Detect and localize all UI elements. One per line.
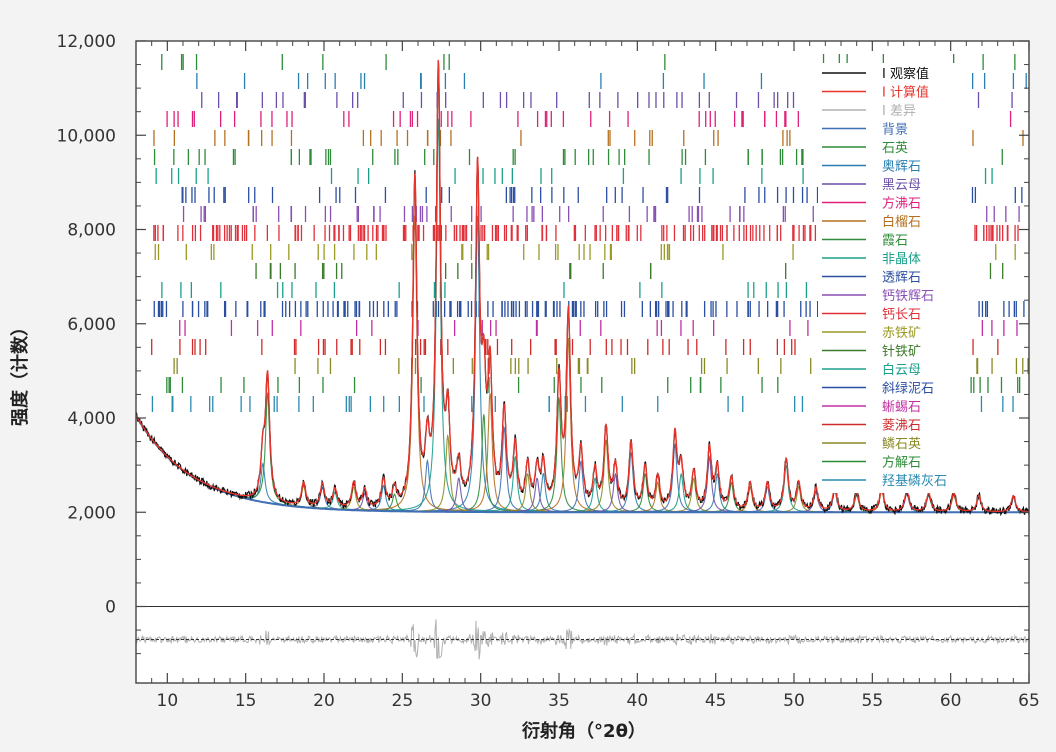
legend-label: 非晶体 [882,252,921,267]
y-tick-label: 2,000 [67,503,116,523]
legend-label: 菱沸石 [882,419,921,434]
phase-ticks-钙铁辉石 [182,206,1020,222]
y-axis-label: 强度（计数） [9,318,31,426]
axes [135,40,1030,684]
legend-label: 羟基磷灰石 [882,474,947,489]
legend-label: 方解石 [882,455,921,471]
calculated-curve [135,59,1029,513]
x-tick-label: 25 [392,691,414,711]
legend-label: 黑云母 [882,178,921,193]
legend-box [818,63,970,493]
legend-label: I 差异 [882,104,916,119]
x-axis-label: 衍射角（°2θ） [522,720,646,742]
y-tick-label: 6,000 [67,315,116,335]
y-tick-label: 12,000 [57,32,116,52]
legend-label: 鳞石英 [882,437,921,452]
phase-ticks-针铁矿 [255,263,1004,279]
legend-label: 透辉石 [882,271,921,286]
x-tick-label: 50 [783,691,805,711]
legend-label: I 计算值 [882,85,929,101]
y-tick-label: 0 [105,598,116,618]
legend-label: 石英 [882,141,908,156]
x-tick-label: 10 [157,691,179,711]
x-tick-label: 55 [862,691,884,711]
x-tick-label: 20 [313,691,335,711]
legend-label: 赤铁矿 [882,326,921,341]
x-tick-label: 65 [1018,691,1040,711]
phase-ticks-非晶体 [155,168,993,184]
phase-ticks-菱沸石 [151,339,999,355]
legend-label: 白云母 [882,362,921,378]
plot-frame [135,40,1030,684]
legend-label: I 观察值 [882,66,929,82]
legend: I 观察值 I 计算值 I 差异背景石英奥辉石黑云母方沸石白榴石霞石非晶体透辉石钙铁… [818,63,970,493]
legend-label: 斜绿泥石 [882,382,934,397]
background-curve [135,415,1028,514]
x-tick-label: 15 [235,691,257,711]
legend-label: 方沸石 [882,196,921,212]
legend-label: 背景 [882,123,908,138]
x-tick-label: 40 [627,691,649,711]
x-tick-label: 60 [940,691,962,711]
y-tick-label: 8,000 [67,221,116,241]
legend-label: 钙铁辉石 [882,289,934,304]
y-tick-label: 10,000 [57,126,116,146]
ticks: 10 15 20 25 30 35 40 45 50 55 60 65 0 2,000 4,000 6,000… [57,32,1040,711]
legend-label: 针铁矿 [882,345,921,360]
phase-ticks-石英 [161,54,1016,70]
y-tick-label: 4,000 [67,409,116,429]
legend-label: 钙长石 [882,308,921,323]
x-tick-label: 35 [548,691,570,711]
legend-label: 奥辉石 [882,160,921,175]
x-tick-label: 30 [470,691,492,711]
legend-label: 霞石 [882,234,908,249]
legend-label: 蜥蜴石 [882,400,921,415]
x-tick-label: 45 [705,691,727,711]
legend-label: 白榴石 [882,214,921,230]
difference-curve [135,619,1030,660]
